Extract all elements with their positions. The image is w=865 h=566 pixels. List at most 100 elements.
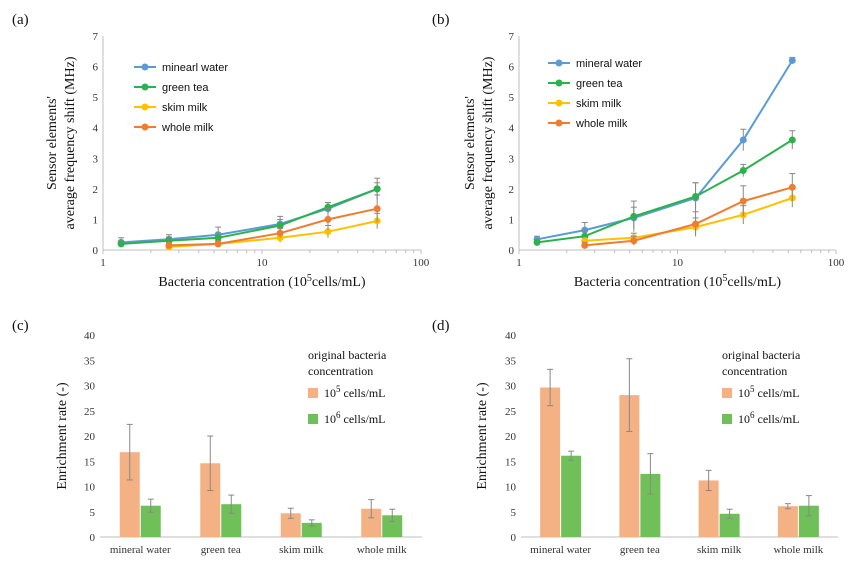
legend-swatch [308,388,318,398]
x-axis-label: Bacteria concentration (105cells/mL) [158,273,365,291]
x-tick-label: 1 [516,257,522,269]
data-point [324,215,332,223]
panel-label: (c) [12,318,29,334]
category-label: green tea [620,544,660,556]
category-label: whole milk [773,544,823,556]
bar [140,505,161,537]
y-tick-label: 1 [509,214,515,226]
data-point [581,241,589,249]
data-point [692,193,700,200]
data-point [276,229,284,237]
data-point [739,167,747,175]
y-tick-label: 1 [93,214,99,226]
bar [561,455,582,537]
y-axis-label-line1: Sensor elements' [45,96,60,190]
series-line [121,187,378,245]
y-tick-label: 40 [505,330,517,342]
data-point [533,238,541,246]
bar [698,480,719,537]
bar [540,387,561,537]
data-point [165,241,173,249]
x-tick-label: 10 [672,257,684,269]
data-point [373,185,381,193]
panel-c-chart: (c) 0 5 10 15 20 25 30 35 40 Enrichment rate (-) mi… [12,318,422,556]
legend-marker [141,103,149,111]
data-point [214,240,222,248]
category-label: whole milk [357,544,407,556]
y-tick-label: 4 [509,123,515,135]
bar [619,395,640,537]
panel-d-chart: (d) 0 5 10 15 20 25 30 35 40 Enrichment rate (-) mi… [432,318,838,556]
bar [301,522,322,537]
legend-label: green tea [162,82,209,94]
legend-title: concentration [722,364,787,378]
data-point [630,212,638,220]
y-tick-label: 10 [84,482,96,494]
series-line [121,187,378,244]
bar [361,508,382,537]
legend-label: mineral water [576,58,642,70]
category-label: skim milk [279,544,324,556]
y-tick-label: 0 [90,532,96,544]
legend-title: original bacteria [722,348,801,362]
y-tick-label: 35 [84,355,96,367]
y-tick-label: 20 [84,431,96,443]
data-point [117,240,125,248]
legend-label: whole milk [161,122,214,134]
legend-title: concentration [308,364,373,378]
y-tick-label: 3 [509,153,515,165]
data-point [276,222,284,230]
panel-label: (d) [432,318,450,334]
bar [640,473,661,537]
category-label: mineral water [530,544,591,556]
data-point [788,183,796,191]
category-label: skim milk [697,544,742,556]
legend-marker [555,79,563,87]
y-tick-label: 25 [84,406,96,418]
bar [719,513,740,537]
legend-label: skim milk [576,98,622,110]
y-tick-label: 4 [93,123,99,135]
legend-marker [555,99,563,107]
y-axis-label: Enrichment rate (-) [475,382,490,490]
bar [200,463,221,537]
panel-label: (a) [12,12,29,28]
y-tick-label: 5 [90,507,96,519]
legend-label: 106 cells/mL [738,410,800,426]
series-line [536,139,793,244]
legend-marker [141,83,149,91]
data-point [324,228,332,236]
y-tick-label: 5 [509,92,515,104]
data-point [692,220,700,228]
bar [280,513,301,537]
data-point [739,136,747,144]
panel-label: (b) [432,12,450,28]
legend-swatch [722,388,732,398]
y-tick-label: 25 [505,406,517,418]
data-point [630,237,638,245]
y-axis-label-line2: average frequency shift (MHz) [63,56,78,229]
legend-label: minearl water [162,62,228,74]
series-line [536,59,794,241]
data-point [788,56,796,64]
y-tick-label: 6 [509,62,515,74]
legend-marker [555,59,563,67]
x-tick-label: 100 [413,257,430,269]
category-label: green tea [201,544,241,556]
data-point [373,205,381,213]
y-tick-label: 35 [505,355,517,367]
legend-swatch [308,414,318,424]
category-label: mineral water [110,544,171,556]
y-axis-label-line2: average frequency shift (MHz) [481,56,496,229]
y-tick-label: 5 [511,507,517,519]
bar [221,504,242,537]
y-tick-label: 0 [93,245,99,257]
y-tick-label: 5 [93,92,99,104]
y-tick-label: 0 [511,532,517,544]
y-axis-label-line1: Sensor elements' [463,96,478,190]
y-axis-label: Enrichment rate (-) [55,382,70,490]
legend-label: 105 cells/mL [738,384,800,400]
x-tick-label: 100 [828,257,845,269]
